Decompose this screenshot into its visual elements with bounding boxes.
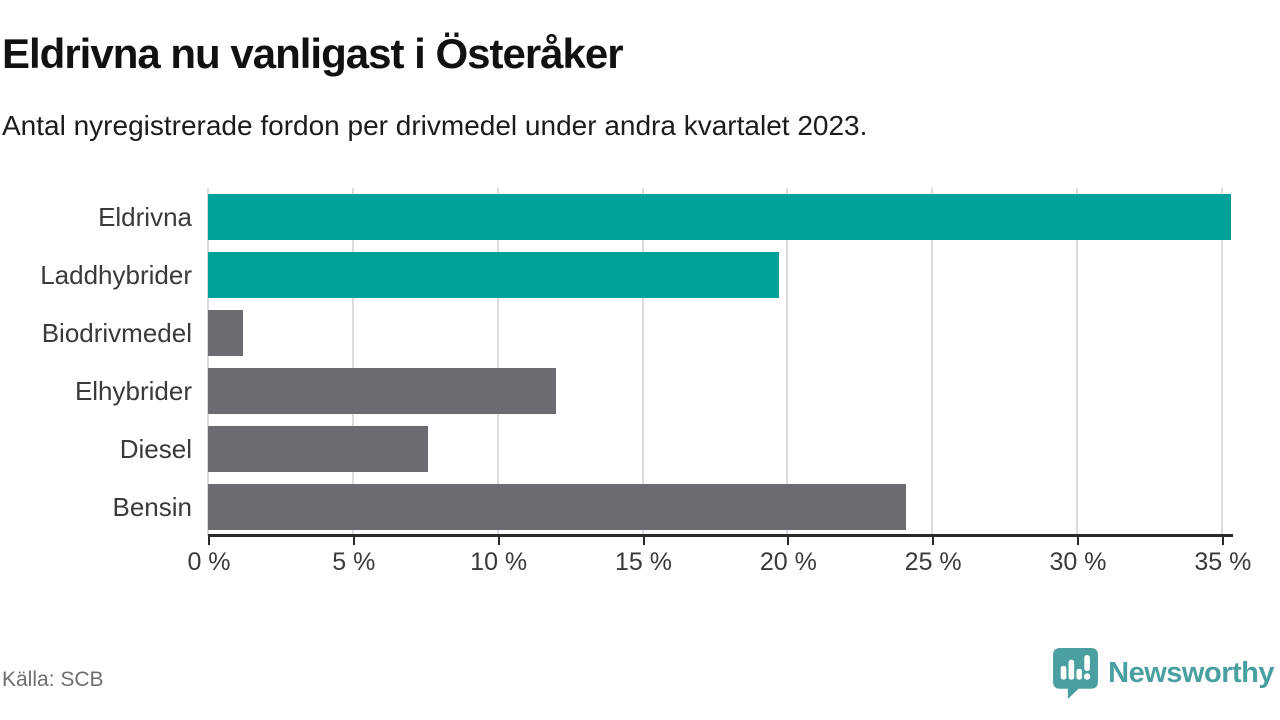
x-tick-label: 20 % — [759, 548, 817, 576]
x-tick-mark — [208, 537, 210, 545]
category-label: Bensin — [112, 491, 193, 522]
category-label: Biodrivmedel — [41, 317, 192, 348]
bar-biodrivmedel — [208, 310, 243, 356]
bar-elhybrider — [208, 368, 556, 414]
category-label: Diesel — [119, 433, 192, 464]
gridline — [496, 188, 499, 536]
x-tick-label: 30 % — [1049, 548, 1107, 576]
bar-diesel — [208, 426, 429, 472]
gridline — [931, 188, 934, 536]
x-tick-mark — [787, 537, 790, 545]
category-label: Elhybrider — [74, 375, 192, 406]
gridline — [1220, 188, 1223, 536]
category-label: Laddhybrider — [40, 259, 192, 290]
x-tick-label: 5 % — [332, 548, 376, 576]
speech-bubble-bar-chart-icon — [1053, 648, 1099, 699]
x-tick-label: 35 % — [1194, 548, 1252, 576]
gridline — [207, 188, 209, 536]
bar-bensin — [208, 484, 907, 530]
x-tick-label: 10 % — [470, 548, 528, 576]
x-tick-mark — [352, 537, 355, 545]
gridline — [351, 188, 354, 536]
x-tick-mark — [497, 537, 500, 545]
category-axis: Eldrivna Laddhybrider Biodrivmedel Elhybrid… — [0, 188, 192, 536]
gridline — [1076, 188, 1079, 536]
x-tick-mark — [1221, 537, 1224, 545]
x-tick-mark — [642, 537, 645, 545]
category-label: Eldrivna — [98, 201, 192, 232]
plot-area — [207, 188, 1232, 536]
gridline — [786, 188, 789, 536]
newsworthy-logo-text: Newsworthy — [1108, 657, 1274, 689]
x-tick-label: 0 % — [187, 548, 231, 576]
x-tick-mark — [932, 537, 935, 545]
x-tick-mark — [1077, 537, 1080, 545]
bar-laddhybrider — [208, 252, 779, 298]
page-title: Eldrivna nu vanligast i Österåker — [2, 30, 624, 77]
x-tick-label: 15 % — [615, 548, 672, 576]
source-note: Källa: SCB — [2, 668, 104, 691]
newsworthy-logo: Newsworthy — [1053, 648, 1274, 699]
bar-eldrivna — [208, 194, 1231, 240]
x-axis-line — [208, 534, 1233, 537]
gridline — [641, 188, 644, 536]
x-tick-label: 25 % — [904, 548, 962, 576]
page-subtitle: Antal nyregistrerade fordon per drivmede… — [2, 110, 868, 141]
